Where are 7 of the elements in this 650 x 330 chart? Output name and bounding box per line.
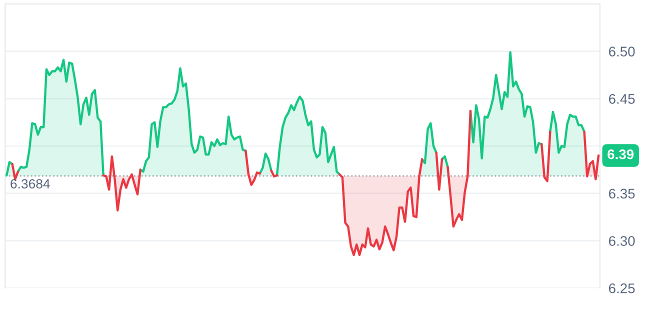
y-tick-label: 6.50 <box>608 46 635 56</box>
y-tick-label: 6.30 <box>608 236 635 246</box>
y-tick-label: 6.35 <box>608 188 635 199</box>
annotation: 6.39 <box>608 149 634 160</box>
y-tick-label: 6.45 <box>608 94 635 104</box>
ref-line-label: 6.3684 <box>10 179 50 188</box>
y-tick-label: 6.25 <box>608 283 635 294</box>
